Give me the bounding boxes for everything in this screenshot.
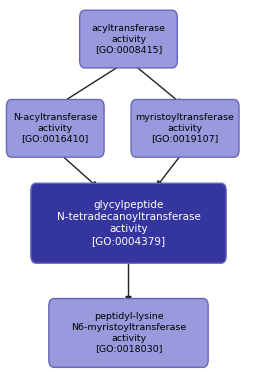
- Text: N-acyltransferase
activity
[GO:0016410]: N-acyltransferase activity [GO:0016410]: [13, 113, 97, 144]
- Text: glycylpeptide
N-tetradecanoyltransferase
activity
[GO:0004379]: glycylpeptide N-tetradecanoyltransferase…: [57, 200, 200, 246]
- FancyBboxPatch shape: [49, 298, 208, 368]
- Text: peptidyl-lysine
N6-myristoyltransferase
activity
[GO:0018030]: peptidyl-lysine N6-myristoyltransferase …: [71, 312, 186, 353]
- Text: myristoyltransferase
activity
[GO:0019107]: myristoyltransferase activity [GO:001910…: [136, 113, 234, 144]
- FancyBboxPatch shape: [80, 10, 177, 68]
- FancyBboxPatch shape: [131, 99, 239, 157]
- FancyBboxPatch shape: [6, 99, 104, 157]
- Text: acyltransferase
activity
[GO:0008415]: acyltransferase activity [GO:0008415]: [91, 24, 166, 54]
- FancyBboxPatch shape: [31, 183, 226, 263]
